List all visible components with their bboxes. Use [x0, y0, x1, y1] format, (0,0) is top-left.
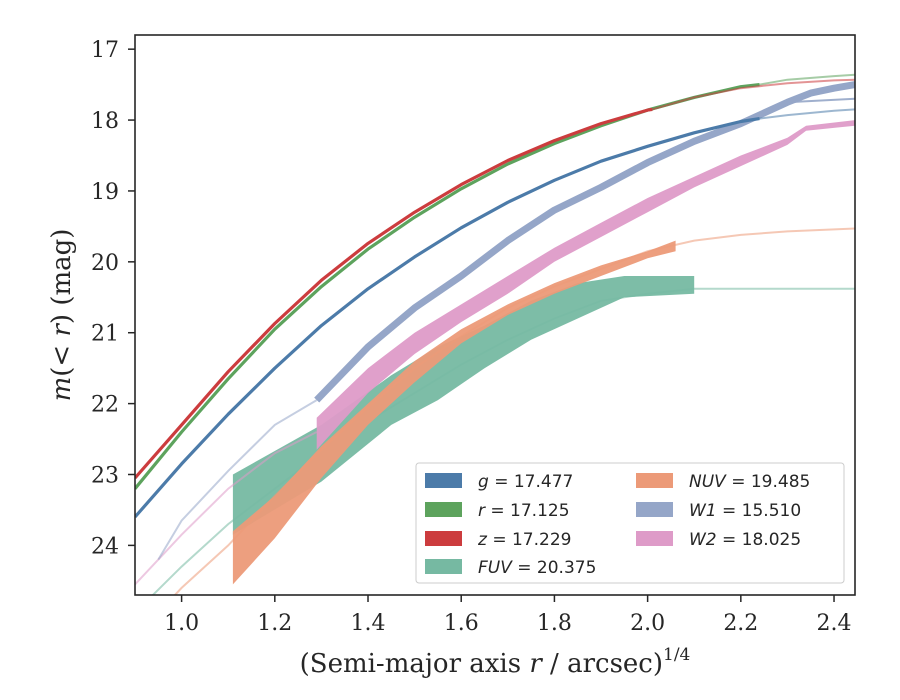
legend-swatch-z [425, 531, 462, 546]
y-tick-label: 22 [91, 393, 119, 418]
legend-swatch-fuv [425, 559, 462, 574]
x-tick-label: 1.8 [537, 611, 572, 636]
legend-entries: g = 17.477 r = 17.125 z = 17.229 FUV = 20.3… [425, 472, 810, 578]
legend-swatch-r [425, 502, 462, 517]
series-r-model-line [759, 73, 855, 86]
axis-ticks: 1.0 1.2 1.4 1.6 1.8 2.0 2.2 2.4 17 18 19 20 21 22 23 24 [91, 38, 852, 636]
series-w1-line [314, 81, 855, 403]
series-w1-model-tail [787, 97, 855, 104]
plot-area [135, 73, 855, 595]
legend-label-w1: W1 = 15.510 [689, 501, 801, 521]
legend-label-z: z = 17.229 [477, 530, 571, 550]
plot-frame [134, 34, 856, 596]
x-tick-label: 1.0 [164, 611, 199, 636]
series-z-model-line [652, 78, 855, 111]
legend-label-nuv: NUV = 19.485 [689, 472, 810, 492]
x-tick-label: 1.6 [444, 611, 479, 636]
legend-swatch-g [425, 473, 462, 488]
legend-label-fuv: FUV = 20.375 [478, 558, 596, 578]
y-tick-label: 18 [91, 109, 119, 134]
series-w1-model-line [157, 399, 318, 561]
x-tick-label: 1.2 [257, 611, 292, 636]
x-tick-label: 1.4 [351, 611, 386, 636]
x-tick-label: 2.4 [817, 611, 852, 636]
x-tick-label: 2.2 [723, 611, 758, 636]
y-tick-label: 20 [91, 251, 119, 276]
x-axis-title: (Semi-major axis r / arcsec)1/4 [300, 645, 691, 679]
legend-swatch-nuv [636, 473, 673, 488]
series-g-model-line [759, 108, 855, 120]
y-tick-label: 17 [91, 38, 119, 63]
legend-label-r: r = 17.125 [478, 501, 570, 521]
legend-label-g: g = 17.477 [478, 472, 573, 492]
series-w2-model-line [135, 431, 318, 586]
legend-swatch-w2 [636, 531, 673, 546]
legend-box [415, 462, 845, 584]
y-tick-label: 24 [91, 534, 119, 559]
x-tick-label: 2.0 [630, 611, 665, 636]
y-axis-title: m(< r) (mag) [47, 229, 77, 402]
y-tick-label: 21 [91, 322, 119, 347]
legend-label-w2: W2 = 18.025 [689, 530, 801, 550]
y-tick-label: 23 [91, 463, 119, 488]
legend-swatch-w1 [636, 502, 673, 517]
series-z-line [135, 107, 653, 480]
y-tick-label: 19 [91, 180, 119, 205]
legend: g = 17.477 r = 17.125 z = 17.229 FUV = 20.3… [415, 462, 845, 584]
series-g-line [135, 117, 760, 519]
